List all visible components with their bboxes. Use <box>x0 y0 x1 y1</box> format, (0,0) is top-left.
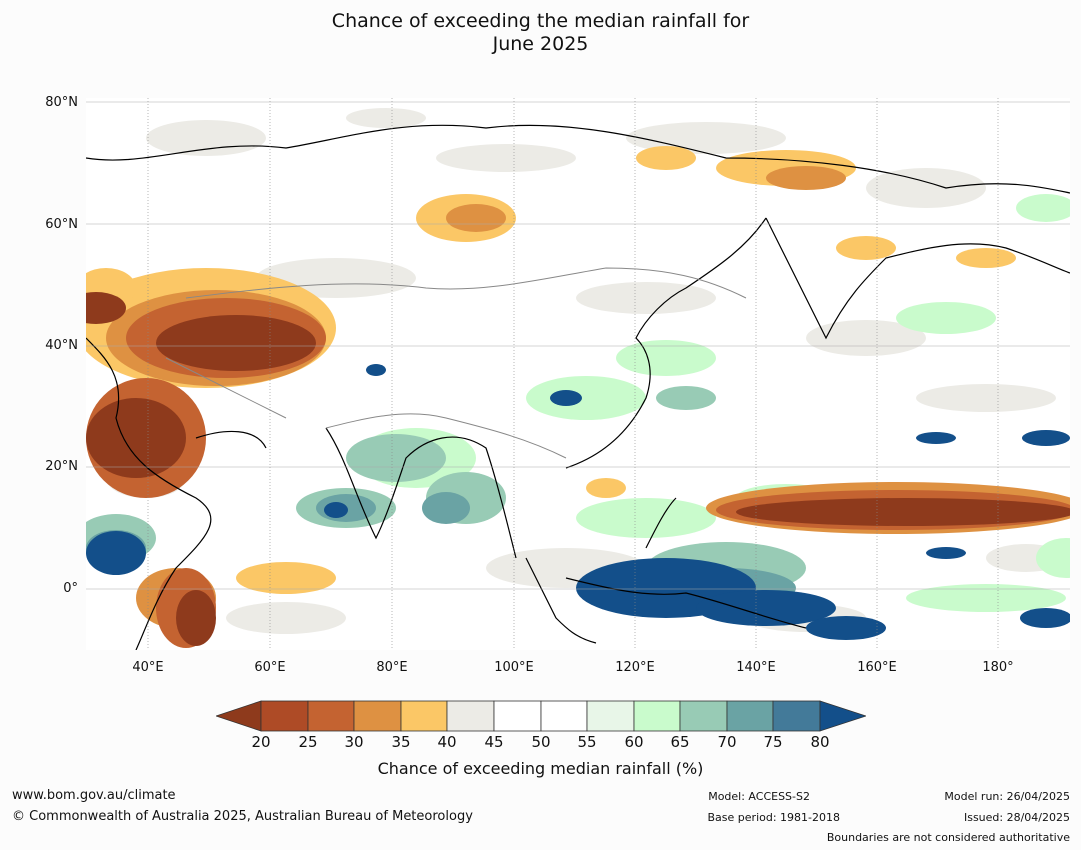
copyright-text: © Commonwealth of Australia 2025, Austra… <box>12 809 473 824</box>
rainfall-map <box>86 98 1070 650</box>
colorbar-tick: 60 <box>624 733 644 751</box>
colorbar-bin-20-25 <box>260 700 309 732</box>
base-period-text: Base period: 1981-2018 <box>707 811 840 824</box>
colorbar-tick: 50 <box>531 733 551 751</box>
colorbar-bin-70-75 <box>726 700 774 732</box>
colorbar-tick: 45 <box>484 733 504 751</box>
disclaimer-text: Boundaries are not considered authoritat… <box>826 831 1070 844</box>
map-title-line1: Chance of exceeding the median rainfall … <box>331 10 750 32</box>
coastlines <box>86 124 1070 650</box>
colorbar-tick: 75 <box>763 733 783 751</box>
lon-label-80e: 80°E <box>376 660 408 675</box>
colorbar-bin-50-55 <box>540 700 588 732</box>
colorbar-tick: 35 <box>391 733 411 751</box>
lon-label-100e: 100°E <box>494 660 534 675</box>
colorbar-bin-40-45 <box>446 700 495 732</box>
colorbar-bin-35-40 <box>400 700 448 732</box>
lat-label-0: 0° <box>63 581 78 596</box>
latitude-gridlines <box>86 101 1070 590</box>
map-title-line2: June 2025 <box>492 33 589 55</box>
colorbar-over-arrow <box>819 700 866 732</box>
colorbar-tick: 65 <box>670 733 690 751</box>
very-dry-patches <box>86 292 1070 646</box>
model-run-text: Model run: 26/04/2025 <box>944 790 1070 803</box>
lat-label-80n: 80°N <box>45 95 78 110</box>
colorbar-bin-45-50 <box>493 700 542 732</box>
lon-label-120e: 120°E <box>615 660 655 675</box>
colorbar-bin-55-60 <box>586 700 635 732</box>
model-text: Model: ACCESS-S2 <box>708 790 810 803</box>
colorbar-tick: 70 <box>717 733 737 751</box>
colorbar-tick: 30 <box>344 733 364 751</box>
colorbar-under-arrow <box>216 700 262 732</box>
lon-label-160e: 160°E <box>857 660 897 675</box>
country-borders <box>165 267 747 459</box>
bom-url-link[interactable]: www.bom.gov.au/climate <box>12 788 176 803</box>
lon-label-140e: 140°E <box>736 660 776 675</box>
map-title: Chance of exceeding the median rainfall … <box>0 10 1081 56</box>
colorbar-bin-25-30 <box>307 700 355 732</box>
very-wet-patches <box>86 364 1070 640</box>
colorbar-tick: 25 <box>298 733 318 751</box>
colorbar-label: Chance of exceeding median rainfall (%) <box>377 759 704 778</box>
lon-label-40e: 40°E <box>132 660 164 675</box>
colorbar-tick: 20 <box>251 733 271 751</box>
colorbar-bin-30-35 <box>353 700 402 732</box>
colorbar-bin-65-70 <box>679 700 728 732</box>
issued-text: Issued: 28/04/2025 <box>963 811 1070 824</box>
colorbar-bin-75-80 <box>772 700 821 732</box>
colorbar-tick: 55 <box>577 733 597 751</box>
lat-label-40n: 40°N <box>45 338 78 353</box>
lat-label-20n: 20°N <box>45 459 78 474</box>
colorbar <box>216 700 866 732</box>
colorbar-tick: 40 <box>437 733 457 751</box>
gridlines <box>147 98 999 650</box>
lon-label-180: 180° <box>982 660 1014 675</box>
colorbar-tick: 80 <box>810 733 830 751</box>
lat-label-60n: 60°N <box>45 217 78 232</box>
colorbar-bin-60-65 <box>633 700 681 732</box>
lon-label-60e: 60°E <box>254 660 286 675</box>
